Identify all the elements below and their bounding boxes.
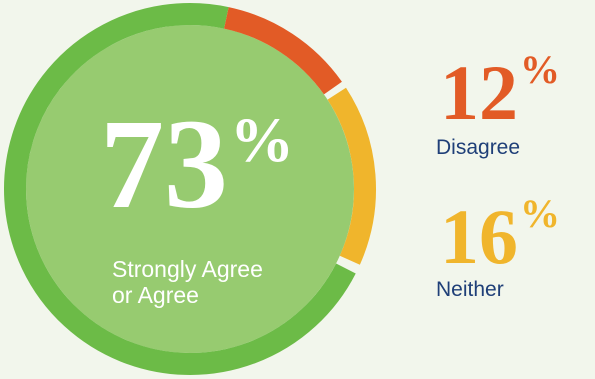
donut-slice-agree [4,3,356,375]
agree-label-line1: Strongly Agree [112,256,263,282]
neither-value: 16 [440,193,518,280]
disagree-percentage: 12% [440,50,560,132]
neither-stat: 16% Neither [436,194,560,302]
agree-percentage: 73% [100,100,294,228]
disagree-label: Disagree [436,136,521,159]
donut-center-disc [26,25,354,353]
disagree-value: 12 [440,49,518,136]
donut-slice-neither [327,87,376,265]
center-summary: 73% Strongly Agree or Agree [100,100,360,308]
agree-percent-sign: % [230,104,294,175]
agree-label-line2: or Agree [112,282,199,308]
agree-value: 73 [100,93,228,235]
neither-percent-sign: % [520,191,560,236]
neither-percentage: 16% [440,194,560,276]
agree-label: Strongly Agree or Agree [112,256,332,308]
neither-label: Neither [436,278,504,301]
disagree-percent-sign: % [520,47,560,92]
donut-slice-disagree [223,7,342,95]
disagree-stat: 12% Disagree [436,50,560,160]
